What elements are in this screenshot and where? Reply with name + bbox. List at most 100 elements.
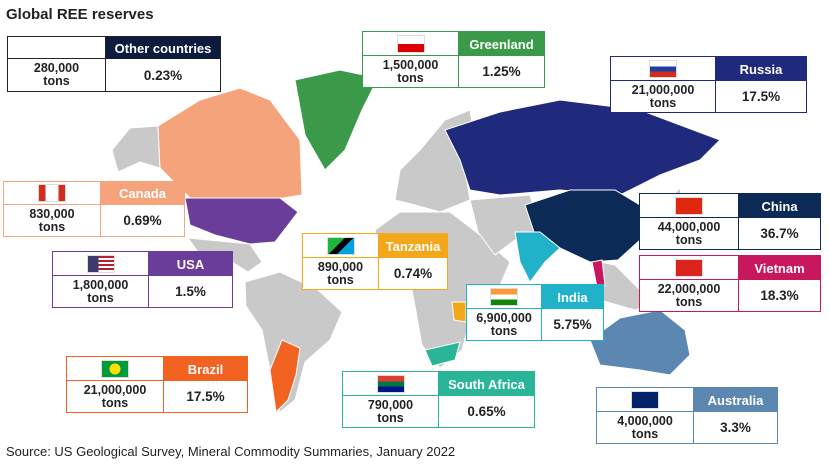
callout: Greenland 1,500,000 tons 1.25%: [362, 31, 545, 88]
reserves-unit: tons: [377, 410, 404, 425]
share: 0.23%: [143, 67, 183, 83]
country-name: Greenland: [459, 32, 544, 56]
flag: [631, 390, 659, 409]
share: 1.5%: [175, 284, 206, 299]
callout: China 44,000,000 tons 36.7%: [639, 193, 821, 250]
russia-shape: [444, 99, 721, 196]
country-name: China: [739, 194, 820, 218]
share: 0.69%: [123, 213, 162, 228]
callout: USA 1,800,000 tons 1.5%: [52, 251, 233, 308]
title: Global REE reserves: [6, 6, 154, 23]
flag: [376, 374, 405, 393]
reserves-value: 1,800,000: [72, 277, 129, 292]
reserves: 790,000 tons: [343, 396, 439, 427]
reserves-value: 280,000: [33, 61, 80, 75]
reserves: 830,000 tons: [4, 205, 101, 236]
flag-cell: [67, 357, 164, 381]
reserves: 890,000 tons: [303, 258, 379, 289]
flag-cell: [8, 37, 106, 59]
country-name: Tanzania: [379, 234, 447, 258]
flag-cell: [611, 57, 716, 81]
flag-cell: [4, 182, 101, 205]
share: 17.5%: [186, 389, 225, 404]
reserves-unit: tons: [649, 95, 677, 110]
reserves-value: 4,000,000: [617, 413, 673, 428]
reserves-value: 790,000: [367, 397, 414, 412]
flag: [490, 287, 518, 306]
reserves-value: 6,900,000: [476, 310, 532, 325]
share: 1.25%: [482, 64, 521, 79]
middle-east-asia: [469, 194, 541, 256]
reserves-value: 22,000,000: [657, 281, 721, 296]
australia-shape: [589, 309, 691, 376]
reserves: 22,000,000 tons: [640, 280, 739, 311]
country-name: India: [542, 285, 603, 309]
reserves: 6,900,000 tons: [467, 309, 542, 340]
alaska: [111, 125, 161, 173]
flag-cell: [467, 285, 542, 309]
flag-cell: [597, 388, 694, 412]
share: 17.5%: [741, 89, 781, 104]
share: 5.75%: [553, 317, 592, 332]
country-name: Brazil: [164, 357, 247, 381]
country-name: Russia: [716, 57, 806, 81]
callout: Russia 21,000,000 tons 17.5%: [610, 56, 807, 113]
callout: India 6,900,000 tons 5.75%: [466, 284, 604, 341]
flag: [675, 258, 703, 277]
south-africa-shape: [424, 341, 461, 367]
share: 0.74%: [393, 266, 433, 281]
reserves-value: 830,000: [29, 206, 75, 221]
flag-cell: [303, 234, 379, 258]
flag: [649, 59, 677, 78]
reserves-value: 44,000,000: [657, 219, 721, 234]
reserves-unit: tons: [397, 70, 424, 85]
callout: Australia 4,000,000 tons 3.3%: [596, 387, 778, 444]
reserves: 4,000,000 tons: [597, 412, 694, 443]
usa-shape: [184, 197, 299, 245]
callout: Brazil 21,000,000 tons 17.5%: [66, 356, 248, 413]
greenland-shape: [294, 69, 379, 171]
reserves-unit: tons: [327, 272, 354, 287]
reserves-value: 890,000: [317, 259, 364, 274]
reserves-unit: tons: [87, 290, 114, 305]
reserves-value: 21,000,000: [631, 82, 695, 97]
reserves-unit: tons: [675, 232, 703, 247]
flag-cell: [53, 252, 149, 276]
tanzania-shape: [451, 301, 467, 323]
reserves: 280,000 tons: [8, 59, 106, 91]
flag: [396, 34, 425, 53]
reserves-unit: tons: [631, 426, 659, 441]
callout: Vietnam 22,000,000 tons 18.3%: [639, 255, 821, 312]
reserves-unit: tons: [43, 74, 70, 88]
country-name: Vietnam: [739, 256, 820, 280]
flag: [326, 236, 355, 255]
reserves: 1,800,000 tons: [53, 276, 149, 307]
reserves-unit: tons: [490, 323, 518, 338]
country-name: South Africa: [439, 372, 534, 396]
share: 36.7%: [760, 226, 799, 241]
reserves-unit: tons: [38, 219, 66, 234]
flag-cell: [363, 32, 459, 56]
flag: [101, 359, 129, 378]
flag-cell: [640, 256, 739, 280]
callout: South Africa 790,000 tons 0.65%: [342, 371, 535, 428]
callout: Canada 830,000 tons 0.69%: [3, 181, 185, 237]
south-america: [244, 271, 343, 413]
callout: Tanzania 890,000 tons 0.74%: [302, 233, 448, 290]
argentina-shape: [269, 339, 301, 414]
flag: [86, 254, 115, 273]
country-name: Australia: [694, 388, 777, 412]
flag: [38, 184, 66, 202]
callout: Other countries 280,000 tons 0.23%: [7, 36, 221, 92]
country-name: USA: [149, 252, 232, 276]
reserves: 1,500,000 tons: [363, 56, 459, 87]
reserves-value: 1,500,000: [382, 57, 439, 72]
country-name: Canada: [101, 182, 184, 205]
reserves-unit: tons: [101, 395, 129, 410]
country-name: Other countries: [106, 37, 220, 59]
flag-cell: [640, 194, 739, 218]
reserves: 21,000,000 tons: [611, 81, 716, 112]
share: 0.65%: [467, 404, 506, 419]
